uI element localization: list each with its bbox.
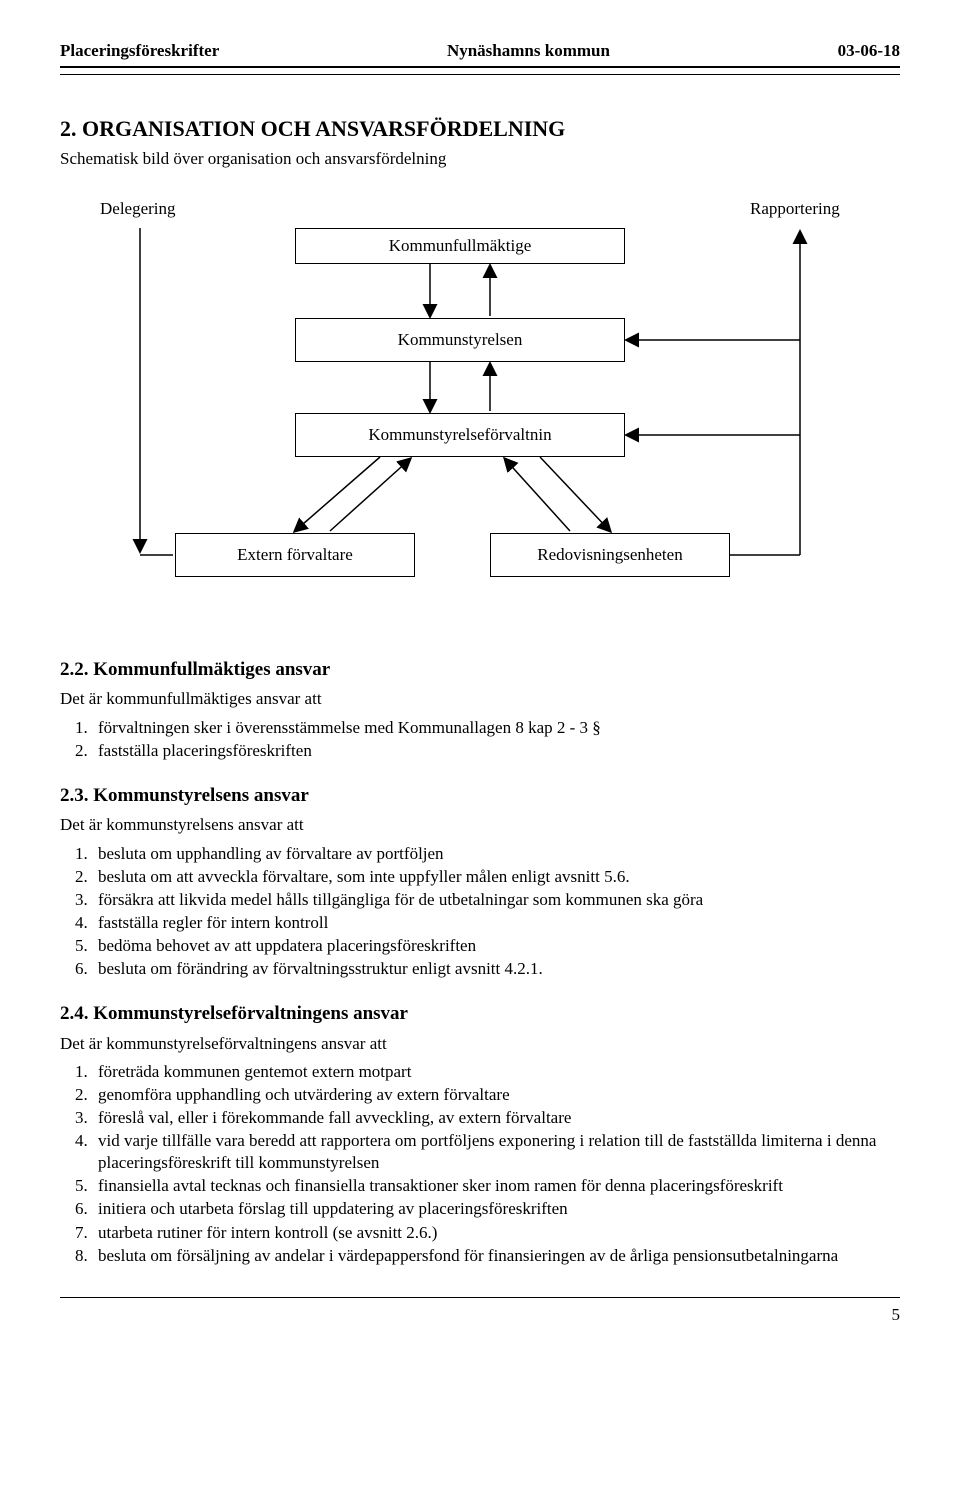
org-diagram: Delegering Rapportering Kommunfullmäktig… (60, 188, 900, 628)
heading-2-3: 2.3. Kommunstyrelsens ansvar (60, 784, 900, 809)
list-item: fastställa placeringsföreskriften (92, 740, 900, 762)
list-item: besluta om upphandling av förvaltare av … (92, 843, 900, 865)
list-2-4: företräda kommunen gentemot extern motpa… (60, 1061, 900, 1267)
page-footer: 5 (60, 1297, 900, 1326)
list-item: genomföra upphandling och utvärdering av… (92, 1084, 900, 1106)
intro-2-4: Det är kommunstyrelseförvaltningens ansv… (60, 1033, 900, 1055)
list-item: besluta om förändring av förvaltningsstr… (92, 958, 900, 980)
header-left: Placeringsföreskrifter (60, 40, 219, 62)
page-header: Placeringsföreskrifter Nynäshamns kommun… (60, 40, 900, 68)
list-item: initiera och utarbeta förslag till uppda… (92, 1198, 900, 1220)
diagram-arrows (60, 188, 900, 628)
list-2-3: besluta om upphandling av förvaltare av … (60, 843, 900, 981)
list-item: förvaltningen sker i överensstämmelse me… (92, 717, 900, 739)
list-item: bedöma behovet av att uppdatera placerin… (92, 935, 900, 957)
list-item: vid varje tillfälle vara beredd att rapp… (92, 1130, 900, 1174)
heading-2-4: 2.4. Kommunstyrelseförvaltningens ansvar (60, 1002, 900, 1027)
intro-2-3: Det är kommunstyrelsens ansvar att (60, 814, 900, 836)
header-right: 03-06-18 (838, 40, 900, 62)
list-item: finansiella avtal tecknas och finansiell… (92, 1175, 900, 1197)
header-center: Nynäshamns kommun (447, 40, 610, 62)
intro-2-2: Det är kommunfullmäktiges ansvar att (60, 688, 900, 710)
page-number: 5 (892, 1305, 901, 1324)
section-subtitle: Schematisk bild över organisation och an… (60, 148, 900, 170)
list-item: försäkra att likvida medel hålls tillgän… (92, 889, 900, 911)
list-item: fastställa regler för intern kontroll (92, 912, 900, 934)
list-item: utarbeta rutiner för intern kontroll (se… (92, 1222, 900, 1244)
list-item: besluta om att avveckla förvaltare, som … (92, 866, 900, 888)
list-item: företräda kommunen gentemot extern motpa… (92, 1061, 900, 1083)
header-rule (60, 74, 900, 75)
section-title: 2. ORGANISATION OCH ANSVARSFÖRDELNING (60, 115, 900, 144)
heading-2-2: 2.2. Kommunfullmäktiges ansvar (60, 658, 900, 683)
list-item: besluta om försäljning av andelar i värd… (92, 1245, 900, 1267)
list-2-2: förvaltningen sker i överensstämmelse me… (60, 717, 900, 762)
list-item: föreslå val, eller i förekommande fall a… (92, 1107, 900, 1129)
